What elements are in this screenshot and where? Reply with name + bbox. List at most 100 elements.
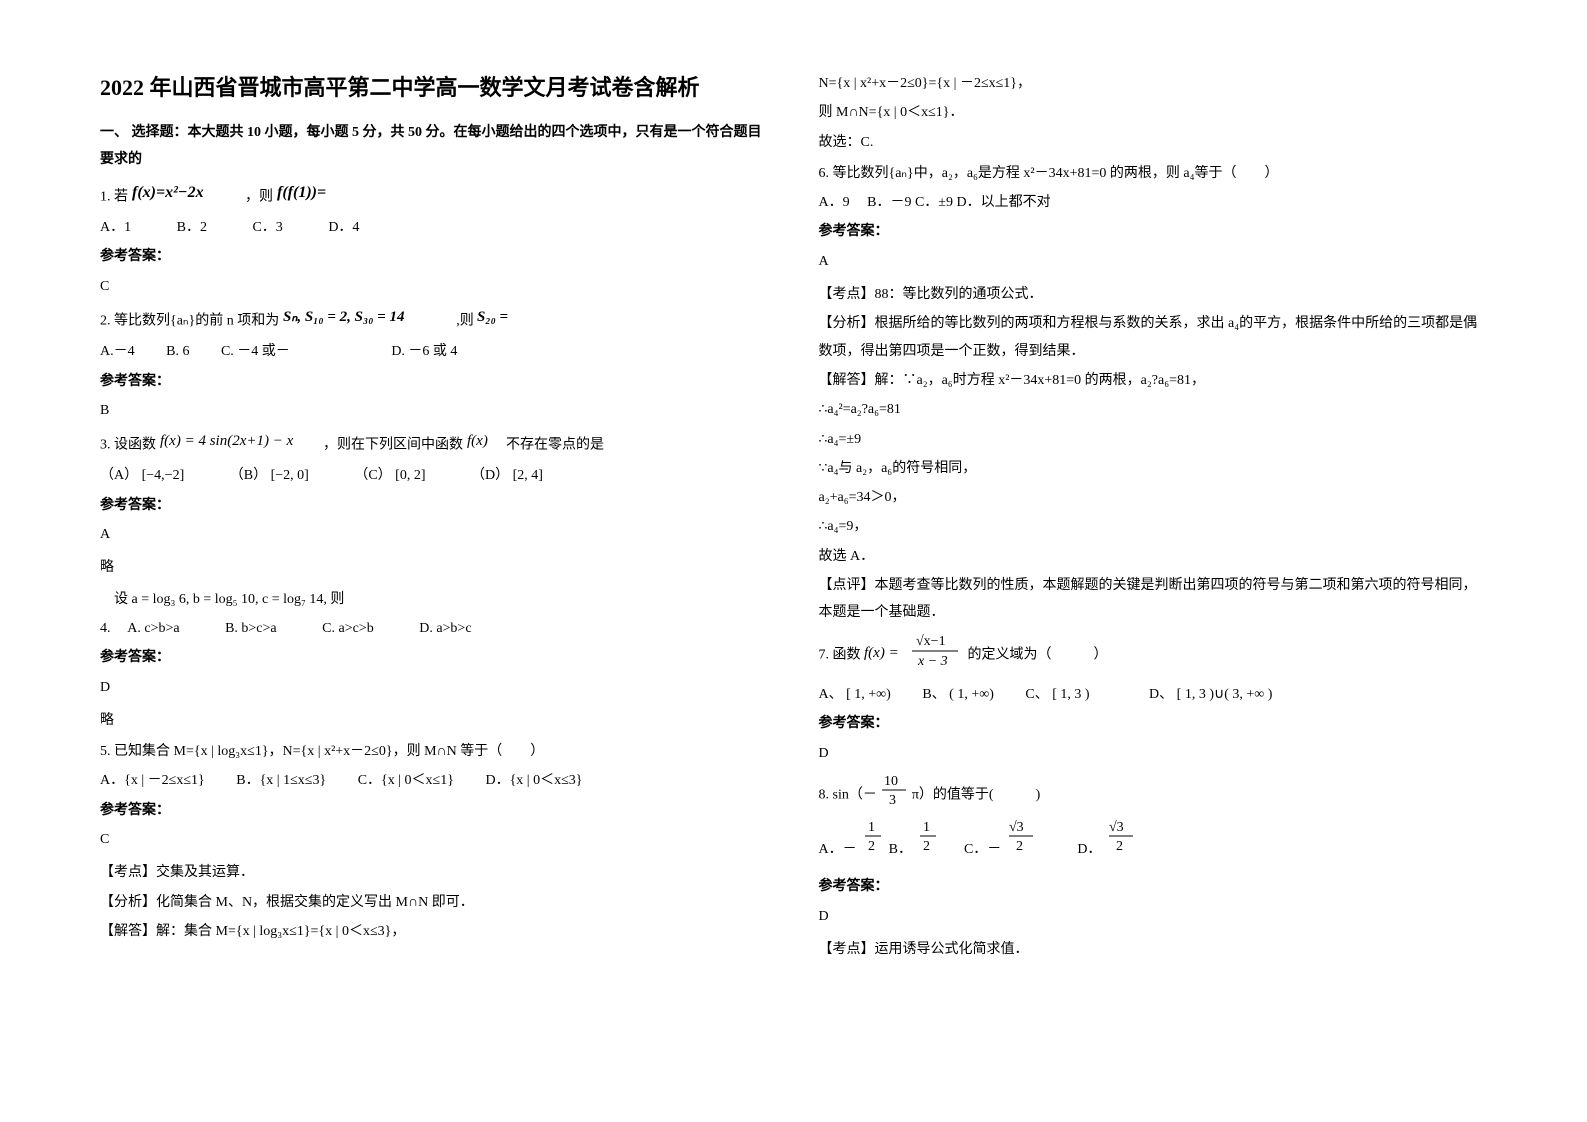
q3-text3: 不存在零点的是 bbox=[506, 438, 604, 453]
q2-text1: 等比数列{aₙ}的前 n 项和为 bbox=[114, 313, 279, 328]
q8-d-frac-icon: √32 bbox=[1107, 819, 1137, 863]
q6-opt-b: B．－9 bbox=[867, 195, 911, 210]
q3-d-interval: [2, 4] bbox=[513, 468, 543, 483]
q2-opt-b: B. 6 bbox=[166, 344, 189, 359]
q4-brief: 略 bbox=[100, 707, 769, 734]
fx-domain-formula-icon: f(x) = √x−1 x − 3 bbox=[864, 631, 964, 679]
q8-p1: 【考点】运用诱导公式化简求值． bbox=[819, 936, 1488, 963]
svg-text:f(x): f(x) bbox=[467, 433, 488, 449]
q3-answer-label: 参考答案： bbox=[100, 492, 769, 519]
q4-opt-c: C. a>c>b bbox=[322, 621, 374, 636]
svg-text:Sₙ, S₁₀ = 2, S₃₀ = 14: Sₙ, S₁₀ = 2, S₃₀ = 14 bbox=[283, 309, 405, 325]
q3-answer: A bbox=[100, 521, 769, 548]
q2-opt-c: C. －4 或－ bbox=[221, 344, 290, 359]
q6-p8: ∴a₄=9， bbox=[819, 513, 1488, 540]
q6-p5: ∴a₄=±9 bbox=[819, 426, 1488, 453]
q7-c-val: [ 1, 3 ) bbox=[1052, 687, 1089, 702]
q2-opt-d: D. －6 或 4 bbox=[391, 344, 457, 359]
q4-answer-label: 参考答案： bbox=[100, 644, 769, 671]
q5-opt-d: D．{x | 0＜x≤3} bbox=[485, 773, 582, 788]
q7-a-val: [ 1, +∞) bbox=[846, 687, 891, 702]
q1-options: A．1 B．2 C．3 D．4 bbox=[100, 214, 769, 241]
q8-opt-a: A．－ bbox=[819, 836, 857, 863]
q7-opt-d: D、 bbox=[1149, 687, 1173, 702]
question-8: 8. sin（－ 10 3 π）的值等于( ) A．－ 12 B． bbox=[819, 773, 1488, 963]
q6-p4: ∴a₄²=a₂?a₆=81 bbox=[819, 396, 1488, 423]
q8-answer: D bbox=[819, 903, 1488, 930]
q3-b-interval: [−2, 0] bbox=[271, 468, 309, 483]
q8-opt-d: D． bbox=[1077, 836, 1101, 863]
fx-symbol-icon: f(x) bbox=[467, 430, 503, 460]
q8-b-frac-icon: 12 bbox=[918, 819, 938, 863]
q3-a-interval: [−4,−2] bbox=[142, 468, 185, 483]
q7-answer-label: 参考答案： bbox=[819, 710, 1488, 737]
q5-answer: C bbox=[100, 826, 769, 853]
q5-opt-c: C．{x | 0＜x≤1} bbox=[358, 773, 454, 788]
q3-text2: ，则在下列区间中函数 bbox=[323, 438, 463, 453]
q4-number: 4. bbox=[100, 621, 111, 636]
q2-answer-label: 参考答案： bbox=[100, 368, 769, 395]
fx-formula-icon: f(x)=x²−2x bbox=[132, 182, 242, 212]
q6-opt-d: D．以上都不对 bbox=[957, 195, 1051, 210]
q3-brief: 略 bbox=[100, 554, 769, 581]
q1-answer: C bbox=[100, 273, 769, 300]
q5-number: 5. bbox=[100, 744, 111, 759]
q8-number: 8. bbox=[819, 787, 830, 802]
q4-answer: D bbox=[100, 674, 769, 701]
q6-opt-c: C．±9 bbox=[915, 195, 953, 210]
q6-number: 6. bbox=[819, 166, 830, 181]
right-column: N={x | x²+x－2≤0}={x | －2≤x≤1}， 则 M∩N={x … bbox=[819, 70, 1488, 1082]
q6-p6: ∵a₄与 a₂，a₆的符号相同， bbox=[819, 455, 1488, 482]
svg-text:2: 2 bbox=[923, 839, 930, 853]
svg-text:f(x) = 4 sin(2x+1) − x: f(x) = 4 sin(2x+1) − x bbox=[160, 433, 294, 449]
question-1: 1. 若 f(x)=x²−2x ，则 f(f(1))= A．1 B．2 C．3 … bbox=[100, 182, 769, 300]
svg-text:f(f(1))=: f(f(1))= bbox=[277, 184, 326, 201]
q4-opt-d: D. a>b>c bbox=[419, 621, 471, 636]
svg-text:f(x) =: f(x) = bbox=[864, 645, 899, 661]
q5-p1: 【考点】交集及其运算． bbox=[100, 859, 769, 886]
svg-text:f(x)=x²−2x: f(x)=x²−2x bbox=[132, 184, 204, 201]
q1-opt-d: D．4 bbox=[328, 220, 359, 235]
q7-number: 7. bbox=[819, 647, 830, 662]
svg-text:√3: √3 bbox=[1109, 820, 1124, 835]
q5-cont-l1: N={x | x²+x－2≤0}={x | －2≤x≤1}， bbox=[819, 70, 1488, 97]
q8-opt-b: B． bbox=[889, 836, 912, 863]
q6-p2: 【分析】根据所给的等比数列的两项和方程根与系数的关系，求出 a₄的平方，根据条件… bbox=[819, 310, 1488, 365]
q2-number: 2. bbox=[100, 313, 111, 328]
q5-p2: 【分析】化简集合 M、N，根据交集的定义写出 M∩N 即可． bbox=[100, 889, 769, 916]
q1-number: 1. bbox=[100, 189, 111, 204]
q7-text1: 函数 bbox=[833, 647, 861, 662]
question-2: 2. 等比数列{aₙ}的前 n 项和为 Sₙ, S₁₀ = 2, S₃₀ = 1… bbox=[100, 306, 769, 424]
q3-number: 3. bbox=[100, 438, 111, 453]
q3-opt-c: （C） bbox=[354, 468, 391, 483]
q6-options: A．9 B．－9 C．±9 D．以上都不对 bbox=[819, 189, 1488, 216]
s20-formula-icon: S₂₀ = bbox=[477, 306, 527, 336]
q7-answer: D bbox=[819, 740, 1488, 767]
left-column: 2022 年山西省晋城市高平第二中学高一数学文月考试卷含解析 一、 选择题：本大… bbox=[100, 70, 769, 1082]
q5-text: 已知集合 M={x | log₃x≤1}，N={x | x²+x－2≤0}，则 … bbox=[114, 744, 544, 759]
svg-text:S₂₀ =: S₂₀ = bbox=[477, 309, 508, 325]
q6-p10: 【点评】本题考查等比数列的性质，本题解题的关键是判断出第四项的符号与第二项和第六… bbox=[819, 572, 1488, 627]
q7-d-val: [ 1, 3 )∪( 3, +∞ ) bbox=[1177, 687, 1273, 702]
q1-mid: ，则 bbox=[245, 189, 273, 204]
q2-text2: ,则 bbox=[456, 313, 474, 328]
q8-frac-icon: 10 3 bbox=[880, 773, 908, 817]
question-6: 6. 等比数列{aₙ}中，a₂，a₆是方程 x²－34x+81=0 的两根，则 … bbox=[819, 160, 1488, 627]
q2-opt-a: A.－4 bbox=[100, 344, 135, 359]
q8-c-frac-icon: √32 bbox=[1007, 819, 1037, 863]
q6-opt-a: A．9 bbox=[819, 195, 850, 210]
q8-opt-c: C．－ bbox=[964, 836, 1001, 863]
page: 2022 年山西省晋城市高平第二中学高一数学文月考试卷含解析 一、 选择题：本大… bbox=[0, 0, 1587, 1122]
q7-options: A、 [ 1, +∞) B、 ( 1, +∞) C、 [ 1, 3 ) D、 [… bbox=[819, 681, 1488, 708]
q5-p3: 【解答】解：集合 M={x | log₃x≤1}={x | 0＜x≤3}， bbox=[100, 918, 769, 945]
q1-opt-c: C．3 bbox=[252, 220, 282, 235]
q6-text: 等比数列{aₙ}中，a₂，a₆是方程 x²－34x+81=0 的两根，则 a₄等… bbox=[833, 166, 1279, 181]
q7-opt-a: A、 bbox=[819, 687, 843, 702]
q6-answer-label: 参考答案： bbox=[819, 218, 1488, 245]
section-1-heading: 一、 选择题：本大题共 10 小题，每小题 5 分，共 50 分。在每小题给出的… bbox=[100, 119, 769, 174]
q1-opt-a: A．1 bbox=[100, 220, 131, 235]
q3-opt-b: （B） bbox=[230, 468, 267, 483]
q6-answer: A bbox=[819, 248, 1488, 275]
q8-a-frac-icon: 12 bbox=[863, 819, 883, 863]
q1-answer-label: 参考答案： bbox=[100, 243, 769, 270]
